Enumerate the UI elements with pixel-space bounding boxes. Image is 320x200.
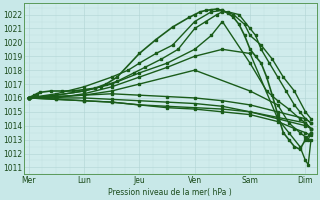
X-axis label: Pression niveau de la mer( hPa ): Pression niveau de la mer( hPa ) xyxy=(108,188,232,197)
